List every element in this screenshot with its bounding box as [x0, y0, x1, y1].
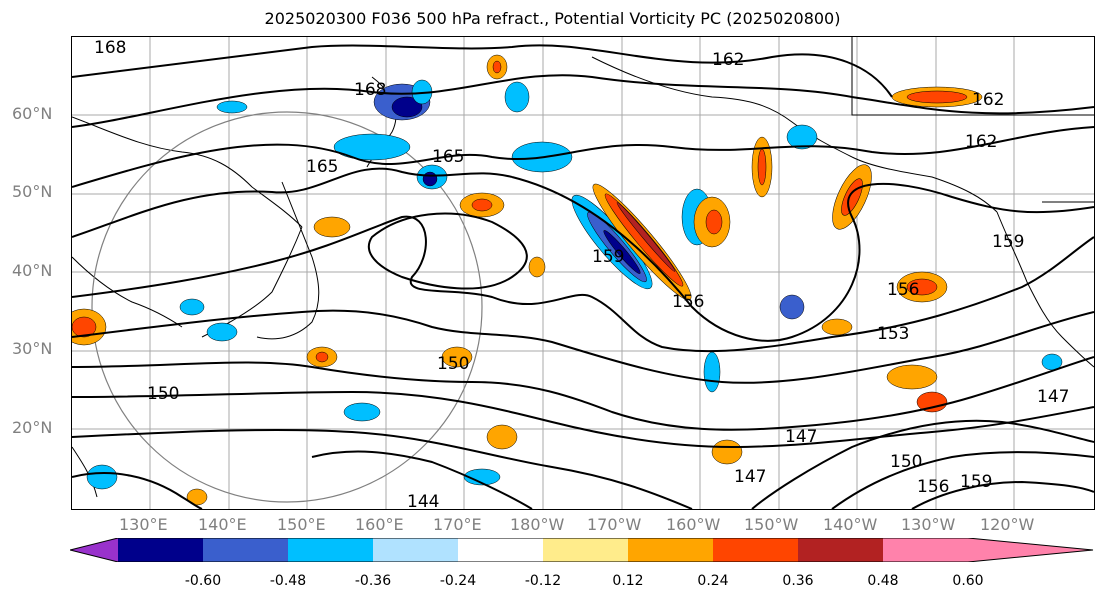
- lat-label-50n: 50°N: [12, 182, 53, 201]
- colorbar-segment: [713, 538, 798, 562]
- contour-labels: 168 162 162 168 165 165 162 159 156 159 …: [94, 38, 1069, 509]
- chart-title: 2025020300 F036 500 hPa refract., Potent…: [264, 9, 841, 28]
- colorbar-segment: [883, 538, 968, 562]
- contour-label: 168: [94, 38, 126, 58]
- contour-label: 147: [785, 427, 817, 447]
- contour-label: 165: [432, 147, 464, 167]
- colorbar-label: -0.12: [524, 573, 562, 589]
- colorbar-segment: [118, 538, 203, 562]
- colorbar-label: 0.48: [867, 573, 899, 589]
- colorbar-label: -0.24: [439, 573, 477, 589]
- colorbar-label: 0.36: [782, 573, 814, 589]
- contour-label: 165: [306, 157, 338, 177]
- colorbar: [70, 538, 1094, 562]
- lat-label-20n: 20°N: [12, 418, 53, 437]
- colorbar-segment: [203, 538, 288, 562]
- reference-circle: [91, 111, 483, 503]
- height-contours: [72, 44, 1094, 509]
- contour-label: 144: [407, 492, 439, 509]
- lon-label: 160°W: [666, 515, 721, 534]
- colorbar-label: -0.60: [184, 573, 222, 589]
- lat-label-40n: 40°N: [12, 261, 53, 280]
- colorbar-segment: [458, 538, 543, 562]
- colorbar-segment: [373, 538, 458, 562]
- lon-label: 170°E: [433, 515, 482, 534]
- contour-label: 150: [147, 384, 179, 404]
- colorbar-outline: [70, 538, 1094, 562]
- colorbar-label: 0.60: [952, 573, 984, 589]
- contour-label: 168: [354, 80, 386, 100]
- colorbar-segment: [543, 538, 628, 562]
- contour-label: 156: [672, 292, 704, 312]
- colorbar-label: -0.36: [354, 573, 392, 589]
- lon-label: 140°W: [823, 515, 878, 534]
- map-canvas: 168 162 162 168 165 165 162 159 156 159 …: [72, 37, 1094, 509]
- contour-label: 147: [1037, 387, 1069, 407]
- contour-label: 153: [877, 324, 909, 344]
- contour-label: 159: [592, 247, 624, 267]
- lon-label: 170°W: [587, 515, 642, 534]
- contour-label: 162: [965, 132, 997, 152]
- contour-label: 159: [992, 232, 1024, 252]
- contour-label: 147: [734, 467, 766, 487]
- contour-label: 156: [887, 280, 919, 300]
- lat-label-60n: 60°N: [12, 104, 53, 123]
- lon-label: 160°E: [355, 515, 404, 534]
- colorbar-segment: [288, 538, 373, 562]
- contour-label: 159: [960, 472, 992, 492]
- lat-label-30n: 30°N: [12, 339, 53, 358]
- lon-label: 130°W: [901, 515, 956, 534]
- contour-label: 162: [972, 90, 1004, 110]
- contour-label: 162: [712, 50, 744, 70]
- colorbar-segment: [628, 538, 713, 562]
- colorbar-label: 0.12: [612, 573, 644, 589]
- colorbar-extend-low: [70, 538, 118, 562]
- contour-label: 150: [437, 354, 469, 374]
- lon-label: 140°E: [198, 515, 247, 534]
- lon-label: 180°W: [510, 515, 565, 534]
- lon-label: 130°E: [119, 515, 168, 534]
- colorbar-label: -0.48: [269, 573, 307, 589]
- map-panel: 168 162 162 168 165 165 162 159 156 159 …: [71, 36, 1095, 510]
- lon-label: 120°W: [980, 515, 1035, 534]
- contour-label: 150: [890, 452, 922, 472]
- lon-label: 150°E: [277, 515, 326, 534]
- colorbar-extend-high: [968, 538, 1093, 562]
- contour-label: 156: [917, 477, 949, 497]
- lon-label: 150°W: [744, 515, 799, 534]
- colorbar-segment: [798, 538, 883, 562]
- colorbar-label: 0.24: [697, 573, 729, 589]
